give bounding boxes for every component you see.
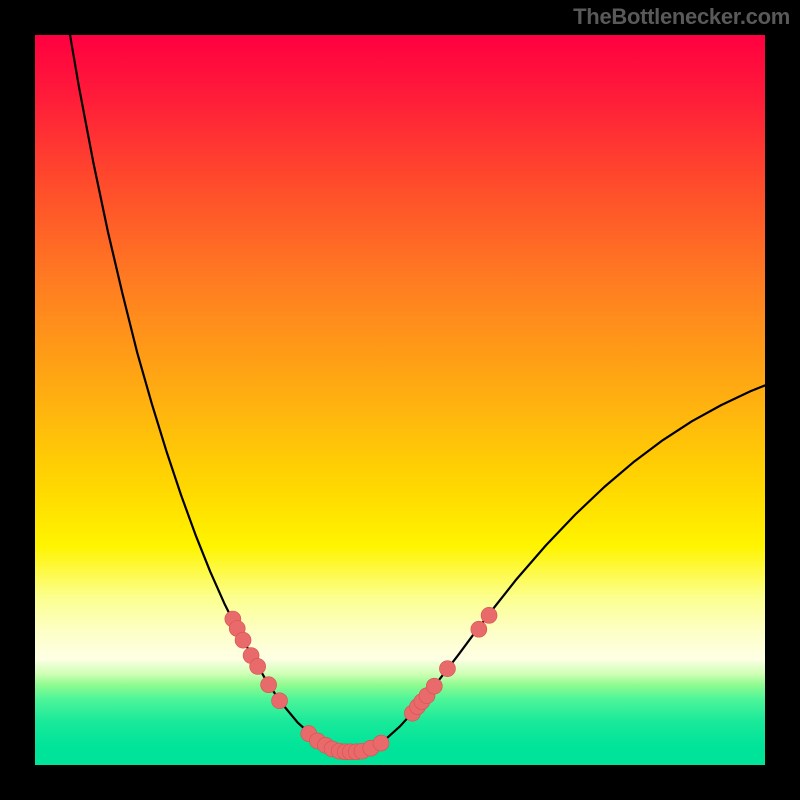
data-marker (439, 661, 455, 677)
plot-svg (35, 35, 765, 765)
data-marker (235, 632, 251, 648)
plot-area (35, 35, 765, 765)
data-marker (426, 678, 442, 694)
watermark-text: TheBottlenecker.com (573, 4, 790, 30)
data-marker (250, 658, 266, 674)
data-marker (373, 735, 389, 751)
data-marker (261, 677, 277, 693)
chart-container: TheBottlenecker.com (0, 0, 800, 800)
data-marker (481, 607, 497, 623)
data-marker (272, 693, 288, 709)
gradient-background (35, 35, 765, 765)
data-marker (471, 621, 487, 637)
